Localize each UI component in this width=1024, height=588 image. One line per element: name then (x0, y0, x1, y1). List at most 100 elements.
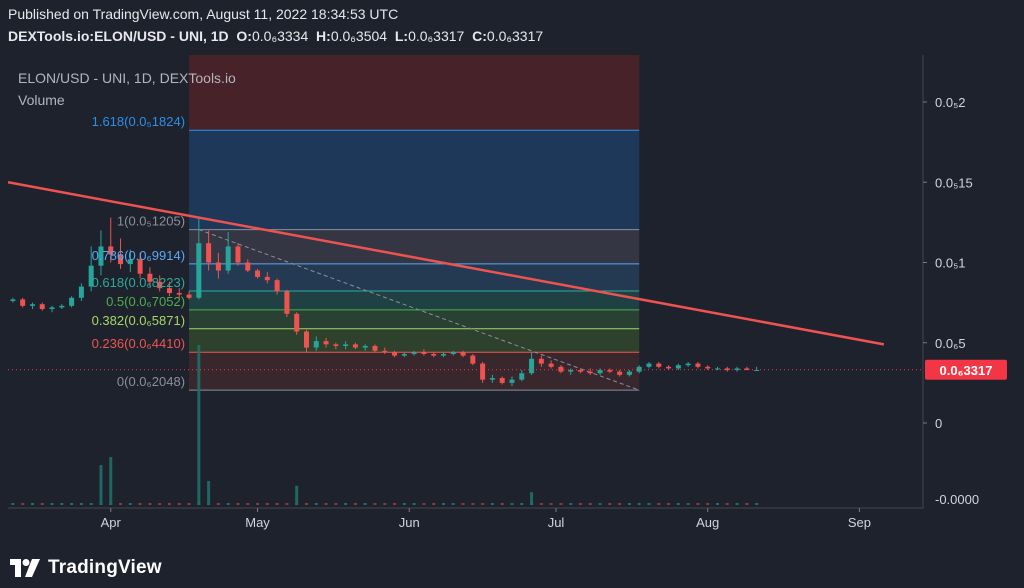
candle (431, 352, 437, 358)
volume-bar (79, 503, 83, 505)
candle-body (607, 370, 613, 372)
candle (489, 374, 495, 383)
candle-body (440, 353, 446, 356)
volume-bar (128, 503, 132, 505)
fib-level-label: 0.5(0.0₆7052) (106, 294, 185, 309)
volume-bar (344, 503, 348, 505)
candle-body (196, 243, 202, 298)
volume-bar (432, 503, 436, 505)
tradingview-logo-icon (10, 559, 40, 577)
volume-spike-bar (207, 481, 211, 505)
candle (88, 246, 94, 292)
candle (235, 243, 241, 266)
candle-body (666, 366, 672, 369)
time-axis-label: Apr (101, 515, 122, 530)
volume-bar (177, 503, 181, 505)
time-axis-label: Jun (399, 515, 420, 530)
ohlc-high-value: 0.0₆3504 (330, 28, 388, 44)
tradingview-logo[interactable]: TradingView (10, 554, 162, 582)
candle (714, 366, 720, 371)
ohlc-low-label: L: (394, 28, 409, 44)
candle-body (460, 352, 466, 356)
candle (568, 368, 574, 375)
candle-body (313, 341, 319, 348)
candle-body (78, 286, 84, 298)
volume-bar (383, 503, 387, 505)
chart-area[interactable]: 1.618(0.0₅1824) 1(0.0₅1205) 0.786(0.0₆9914… (8, 55, 1010, 542)
volume-bar (715, 503, 719, 505)
candle-body (157, 281, 163, 289)
candle (352, 342, 358, 350)
candle (695, 362, 701, 369)
candle (59, 304, 65, 310)
candle-body (294, 313, 300, 332)
volume-bar (353, 503, 357, 505)
volume-bar (314, 503, 318, 505)
price-axis-label: 0.0₅2 (935, 95, 966, 110)
volume-bar (725, 503, 729, 505)
candle (29, 302, 35, 310)
candle (264, 272, 270, 284)
volume-bar (559, 503, 563, 505)
candle-body (118, 254, 124, 265)
candle (470, 353, 476, 366)
candle-body (529, 358, 535, 374)
fib-zone-6 (189, 352, 640, 391)
candle (744, 366, 750, 371)
candle-body (744, 368, 750, 371)
candle (78, 283, 84, 302)
fib-zone-4 (189, 309, 640, 329)
candle (176, 288, 182, 298)
candle (157, 275, 163, 292)
candle-body (392, 352, 398, 356)
candle-body (176, 292, 182, 295)
volume-bar (324, 503, 328, 505)
candle (186, 291, 192, 300)
volume-bar (481, 503, 485, 505)
fib-level-label: 0.618(0.0₆8223) (92, 275, 185, 290)
candle (215, 252, 221, 279)
volume-bar (70, 503, 74, 505)
volume-spike-bar (109, 457, 113, 505)
volume-bar (422, 503, 426, 505)
candle-body (568, 370, 574, 372)
volume-bar (148, 503, 152, 505)
candle (39, 302, 45, 311)
candle-body (303, 331, 309, 348)
volume-bar (60, 503, 64, 505)
candle (127, 249, 133, 273)
volume-bar (735, 503, 739, 505)
ohlc-open-label: O: (236, 28, 252, 44)
volume-bar (745, 503, 749, 505)
candle-body (284, 291, 290, 314)
candle-body (206, 243, 212, 263)
price-axis-label: 0.0₅1 (935, 256, 966, 271)
candle-body (255, 270, 261, 277)
volume-bar (510, 503, 514, 505)
volume-bar (461, 503, 465, 505)
volume-bar (275, 503, 279, 505)
volume-bar (667, 503, 671, 505)
fib-zone-1618 (189, 130, 640, 230)
volume-bar (334, 503, 338, 505)
candle-body (577, 370, 583, 372)
candle-body (333, 344, 339, 346)
volume-bar (363, 503, 367, 505)
volume-bar (441, 503, 445, 505)
price-axis-label: 0 (935, 416, 942, 431)
time-axis-label: Jul (548, 515, 565, 530)
volume-bar (236, 503, 240, 505)
ohlc-high: H:0.0₆3504 (312, 28, 387, 44)
candle-body (421, 352, 427, 354)
volume-bar (755, 503, 759, 505)
candle-body (489, 378, 495, 380)
candle-body (734, 368, 740, 371)
candle (656, 362, 662, 369)
volume-bar (373, 503, 377, 505)
fib-zone-3 (189, 291, 640, 310)
volume-bar (627, 503, 631, 505)
fib-zone-1 (189, 229, 640, 264)
volume-bar (598, 503, 602, 505)
candle-body (411, 352, 417, 354)
candle-body (480, 363, 486, 380)
